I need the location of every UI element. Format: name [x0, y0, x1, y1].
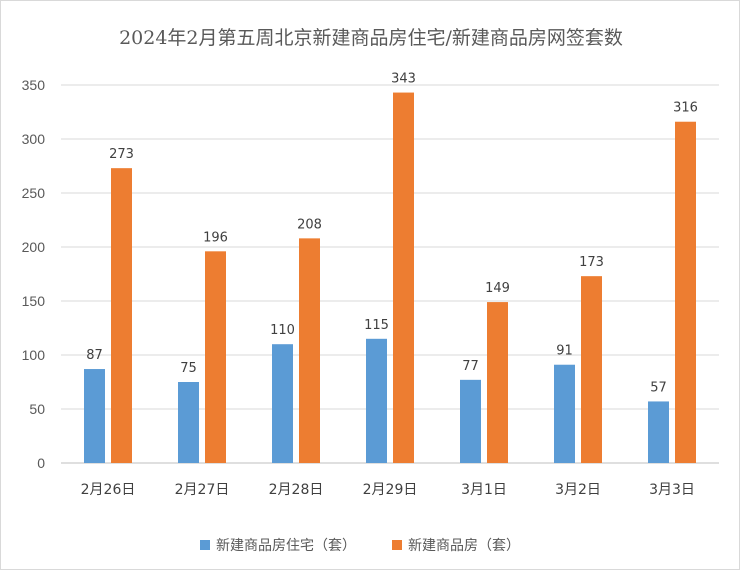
- x-tick-label: 2月28日: [269, 482, 324, 498]
- bar-residential: [178, 382, 199, 463]
- bar-residential: [460, 379, 481, 463]
- legend-swatch: [200, 540, 210, 550]
- bar-total: [581, 276, 602, 463]
- data-label: 75: [180, 361, 197, 376]
- bar-total: [393, 92, 414, 463]
- y-tick-label: 100: [22, 347, 46, 363]
- y-tick-label: 250: [22, 185, 46, 201]
- y-tick-label: 200: [22, 239, 46, 255]
- chart-title: 2024年2月第五周北京新建商品房住宅/新建商品房网签套数: [119, 27, 623, 49]
- bars: [84, 92, 696, 463]
- data-label: 149: [485, 281, 510, 296]
- bar-total: [675, 121, 696, 463]
- legend-label: 新建商品房（套）: [408, 538, 520, 554]
- data-label: 273: [109, 147, 134, 162]
- x-tick-label: 2月27日: [175, 482, 230, 498]
- data-label: 91: [556, 344, 573, 359]
- y-tick-label: 50: [29, 401, 45, 417]
- data-label: 208: [297, 217, 322, 232]
- bar-residential: [648, 401, 669, 463]
- x-tick-label: 2月26日: [81, 482, 136, 498]
- data-label: 316: [673, 101, 698, 116]
- y-tick-label: 300: [22, 131, 46, 147]
- data-label: 196: [203, 230, 228, 245]
- y-tick-label: 350: [22, 77, 46, 93]
- x-tick-label: 2月29日: [363, 482, 418, 498]
- data-label: 173: [579, 255, 604, 270]
- data-label: 57: [650, 380, 667, 395]
- bar-residential: [84, 369, 105, 463]
- legend-swatch: [392, 540, 402, 550]
- bar-total: [205, 251, 226, 463]
- bar-residential: [366, 338, 387, 463]
- bar-total: [487, 302, 508, 463]
- x-tick-label: 3月3日: [649, 482, 695, 498]
- x-tick-label: 3月2日: [555, 482, 601, 498]
- bar-total: [299, 238, 320, 463]
- x-axis-ticks: 2月26日 2月27日 2月28日 2月29日 3月1日 3月2日 3月3日: [81, 482, 695, 498]
- data-label: 115: [364, 318, 389, 333]
- y-axis-ticks: 0 50 100 150 200 250 300 350: [22, 77, 46, 471]
- data-labels: 87 273 75 196 110 208 115 343 77 149 91 173 57 316: [86, 72, 698, 396]
- data-label: 110: [270, 323, 295, 338]
- data-label: 343: [391, 72, 416, 87]
- y-tick-label: 150: [22, 293, 46, 309]
- x-tick-label: 3月1日: [461, 482, 507, 498]
- bar-residential: [554, 364, 575, 463]
- y-tick-label: 0: [37, 455, 45, 471]
- bar-residential: [272, 344, 293, 463]
- legend: 新建商品房住宅（套） 新建商品房（套）: [200, 538, 520, 554]
- legend-label: 新建商品房住宅（套）: [216, 538, 356, 554]
- data-label: 87: [86, 348, 103, 363]
- bar-total: [111, 168, 132, 463]
- gridlines: [61, 84, 719, 464]
- data-label: 77: [462, 359, 479, 374]
